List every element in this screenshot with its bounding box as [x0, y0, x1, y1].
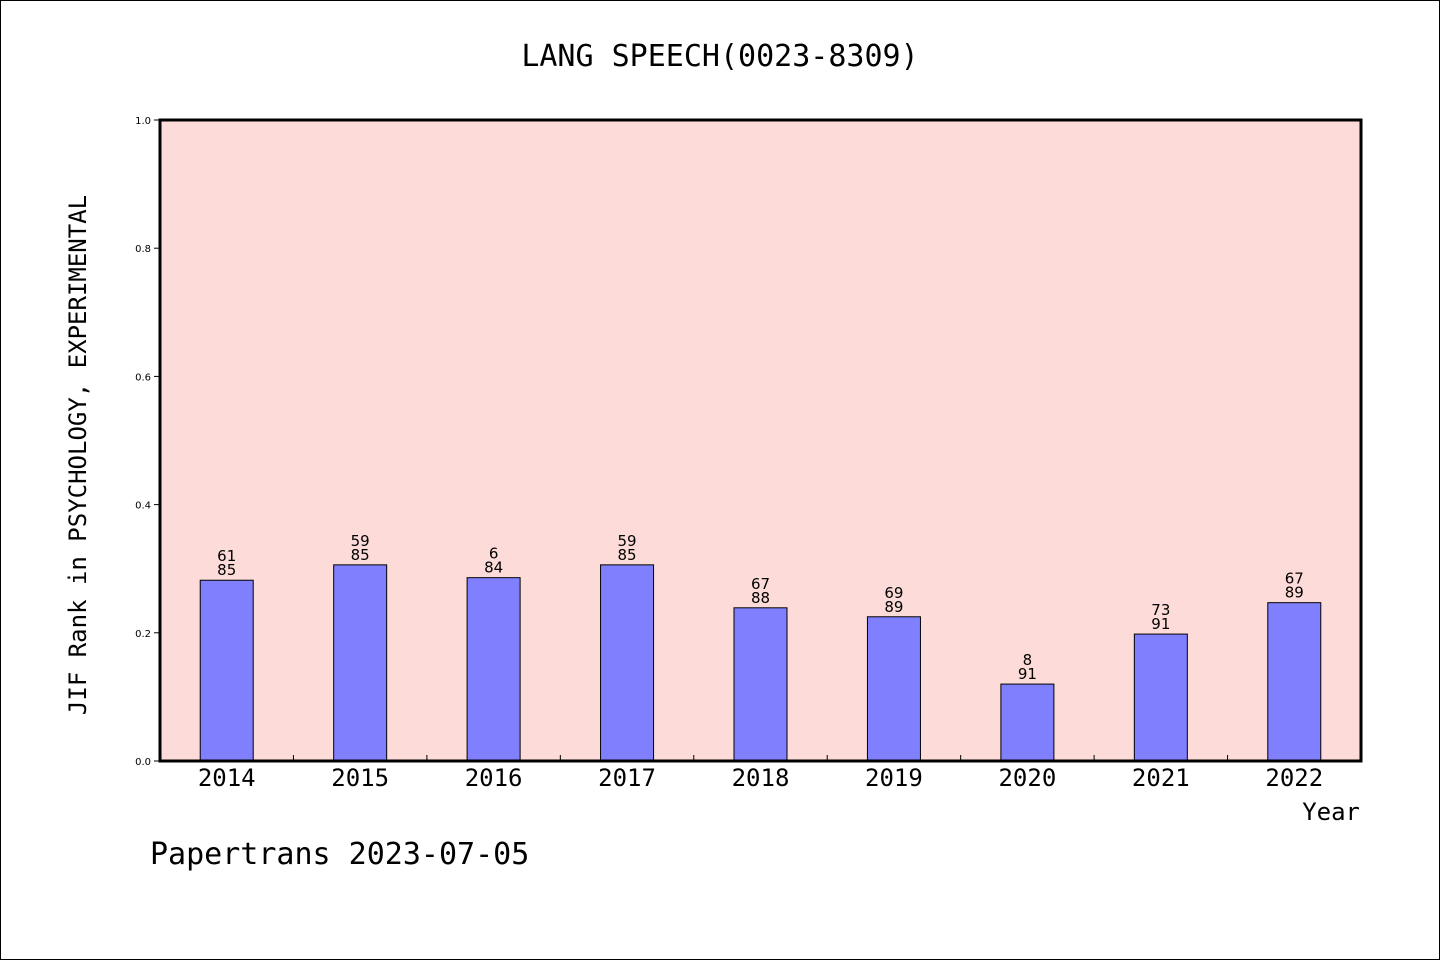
- footer-text: Papertrans 2023-07-05: [150, 837, 529, 872]
- bar-label-rank: 61: [217, 547, 236, 565]
- x-tick-label: 2021: [1132, 764, 1190, 792]
- bar-label-total: 91: [1151, 615, 1170, 633]
- bar: [199, 579, 254, 762]
- y-tick-label: 1.0: [135, 116, 151, 127]
- x-tick-label: 2014: [198, 764, 256, 792]
- y-tick-label: 0.6: [135, 372, 151, 383]
- bar-label-total: 89: [1285, 584, 1304, 602]
- bar-label-total: 89: [884, 598, 903, 616]
- x-tick-label: 2016: [465, 764, 523, 792]
- bar-label-total: 85: [217, 561, 236, 579]
- bar: [333, 564, 388, 762]
- x-tick-label: 2020: [998, 764, 1056, 792]
- bar: [1000, 683, 1055, 762]
- bar-label-total: 84: [484, 559, 503, 577]
- bar: [1267, 602, 1322, 762]
- bar: [466, 577, 521, 762]
- bar: [600, 564, 655, 762]
- bar: [1133, 633, 1188, 762]
- bar-label-rank: 73: [1151, 601, 1170, 619]
- bar-label-total: 85: [618, 546, 637, 564]
- y-tick-label: 0.0: [135, 757, 151, 768]
- y-tick-label: 0.2: [135, 629, 151, 640]
- y-tick-label: 0.8: [135, 244, 151, 255]
- x-tick-label: 2019: [865, 764, 923, 792]
- x-tick-label: 2015: [331, 764, 389, 792]
- bar-label-rank: 59: [351, 532, 370, 550]
- bar-label-rank: 6: [489, 545, 499, 563]
- bar: [733, 607, 788, 762]
- x-tick-label: 2017: [598, 764, 656, 792]
- bar-label-rank: 67: [751, 575, 770, 593]
- bar-label-rank: 69: [884, 584, 903, 602]
- y-tick-label: 0.4: [135, 501, 151, 512]
- bar-label-rank: 59: [618, 532, 637, 550]
- bar-label-total: 88: [751, 589, 770, 607]
- y-axis-label: JIF Rank in PSYCHOLOGY, EXPERIMENTAL: [64, 195, 92, 715]
- plot-border: [158, 118, 1363, 763]
- chart-title: LANG SPEECH(0023-8309): [521, 39, 918, 74]
- bar-label-rank: 8: [1023, 651, 1033, 669]
- bar-label-total: 85: [351, 546, 370, 564]
- x-tick-label: 2022: [1265, 764, 1323, 792]
- bar: [866, 616, 921, 762]
- bar-label-rank: 67: [1285, 570, 1304, 588]
- bar-label-total: 91: [1018, 665, 1037, 683]
- x-tick-label: 2018: [732, 764, 790, 792]
- x-axis-label: Year: [1302, 798, 1360, 826]
